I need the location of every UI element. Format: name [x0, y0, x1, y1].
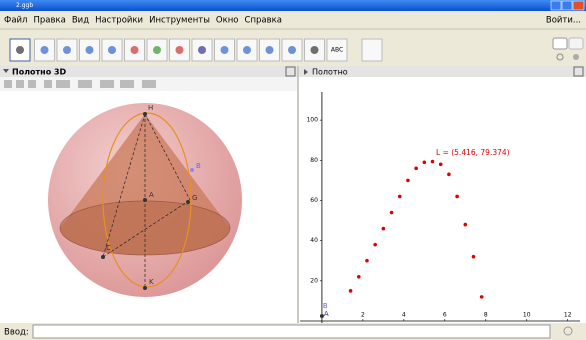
tool-label: ABC	[331, 47, 343, 54]
tool-icon	[198, 46, 206, 54]
locus-point	[463, 223, 467, 227]
geogebra-window: 2.ggb Файл Правка Вид Настройки Инструменты О…	[0, 0, 586, 340]
locus-point	[414, 167, 418, 171]
locus-point	[480, 295, 484, 299]
menu-item[interactable]: Справка	[245, 16, 282, 26]
tool-button[interactable]	[362, 39, 382, 61]
undo-button[interactable]	[553, 38, 567, 49]
tool-icon	[221, 46, 229, 54]
x-tick-label: 2	[361, 311, 365, 318]
tool-icon	[153, 46, 161, 54]
input-label: Ввод:	[4, 328, 29, 338]
locus-point	[406, 179, 410, 183]
tool-icon	[288, 46, 296, 54]
tool-icon	[63, 46, 71, 54]
login[interactable]: Войти...	[546, 16, 581, 26]
point-label: K	[149, 278, 154, 286]
locus-point	[423, 161, 427, 165]
menu-item[interactable]: Инструменты	[149, 16, 210, 26]
panel-title-3d: Полотно 3D	[12, 68, 67, 77]
title-bar	[0, 0, 586, 11]
locus-point	[431, 160, 435, 164]
x-tick-label: 10	[523, 311, 531, 318]
locus-point	[349, 289, 353, 293]
menu-item[interactable]: Вид	[72, 16, 89, 26]
x-tick-label: 4	[402, 311, 406, 318]
locus-point	[390, 211, 394, 215]
tool-icon	[266, 46, 274, 54]
point-label: A	[149, 191, 154, 199]
x-tick-label: 8	[484, 311, 488, 318]
locus-point	[455, 195, 459, 199]
point-label: A	[324, 310, 329, 318]
input-field[interactable]	[33, 325, 550, 338]
maximize[interactable]	[562, 1, 572, 10]
window-title: 2.ggb	[16, 2, 33, 9]
locus-point	[365, 259, 369, 263]
y-tick-label: 100	[306, 117, 318, 124]
minimize[interactable]	[551, 1, 561, 10]
point-label: B	[323, 302, 328, 310]
menu-item[interactable]: Правка	[33, 16, 65, 26]
panel-title-2d: Полотно	[312, 68, 348, 77]
x-tick-label: 6	[443, 311, 447, 318]
locus-point	[439, 163, 443, 167]
tool-icon	[243, 46, 251, 54]
y-tick-label: 40	[310, 237, 318, 244]
redo-button[interactable]	[569, 38, 583, 49]
locus-point	[373, 243, 377, 247]
x-tick-label: 12	[564, 311, 572, 318]
tool-icon	[41, 46, 49, 54]
tool-icon	[131, 46, 139, 54]
menu-item[interactable]: Файл	[4, 16, 27, 26]
window-controls[interactable]	[551, 1, 584, 10]
locus-point	[398, 195, 402, 199]
y-tick-label: 20	[310, 277, 318, 284]
point-label: G	[192, 194, 197, 202]
locus-point	[382, 227, 386, 231]
locus-point	[357, 275, 361, 279]
settings-icon[interactable]	[573, 54, 579, 60]
view-2d	[299, 77, 586, 323]
point-label: C	[106, 244, 111, 252]
scene-3d: H A B G C K	[48, 103, 242, 297]
point-label: H	[148, 104, 153, 112]
menu-item[interactable]: Окно	[216, 16, 239, 26]
tool-icon	[16, 46, 24, 54]
y-tick-label: 80	[310, 157, 318, 164]
y-tick-label: 60	[310, 197, 318, 204]
tool-icon	[86, 46, 94, 54]
locus-point	[472, 255, 476, 259]
menu-item[interactable]: Настройки	[95, 16, 143, 26]
tool-icon	[176, 46, 184, 54]
point-annotation: L = (5.416, 79.374)	[436, 148, 510, 157]
locus-point	[447, 173, 451, 177]
tool-icon	[108, 46, 116, 54]
close[interactable]	[573, 1, 584, 10]
tool-icon	[311, 46, 319, 54]
point-label: B	[196, 162, 201, 170]
